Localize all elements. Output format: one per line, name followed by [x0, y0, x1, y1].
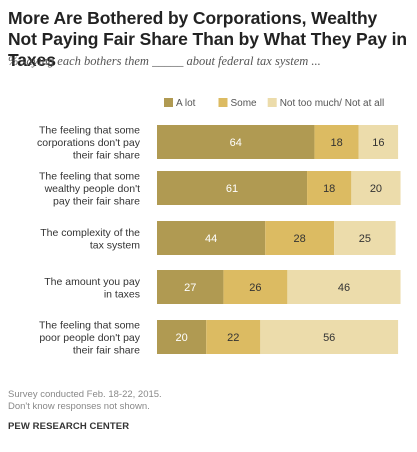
- data-label: 44: [205, 233, 217, 245]
- bar-segment: [351, 171, 401, 205]
- category-label: wealthy people don't: [44, 183, 140, 195]
- data-label: 18: [330, 137, 342, 149]
- bar-segment: [307, 171, 352, 205]
- data-label: 25: [359, 233, 371, 245]
- bar-segment: [334, 221, 396, 255]
- data-label: 61: [226, 183, 238, 195]
- data-label: 26: [249, 282, 261, 294]
- category-label: pay their fair share: [53, 196, 140, 208]
- category-label: in taxes: [104, 288, 140, 300]
- data-label: 20: [175, 332, 187, 344]
- category-label: their fair share: [73, 345, 140, 357]
- chart-title: More Are Bothered by Corporations, Wealt…: [8, 8, 407, 70]
- category-label: tax system: [90, 239, 140, 251]
- data-label: 16: [372, 137, 384, 149]
- legend-swatch: [164, 98, 173, 107]
- stacked-bar-chart: A lot Some Not too much/ Not at all The fee…: [37, 98, 401, 357]
- category-label: their fair share: [73, 150, 140, 162]
- data-label: 27: [184, 282, 196, 294]
- data-label: 20: [370, 183, 382, 195]
- bar-segment: [314, 125, 359, 159]
- legend-swatch: [267, 98, 277, 107]
- bar-segment: [265, 221, 335, 255]
- legend-swatch: [218, 98, 228, 107]
- data-label: 46: [338, 282, 350, 294]
- bar-segment: [157, 270, 224, 304]
- data-label: 56: [323, 332, 335, 344]
- data-label: 18: [323, 183, 335, 195]
- source-organization: PEW RESEARCH CENTER: [8, 421, 130, 432]
- bar-segment: [157, 320, 207, 354]
- bar-segment: [260, 320, 399, 354]
- category-label: The feeling that some: [39, 320, 140, 332]
- chart-subtitle: % saying each bothers them _____ about f…: [8, 54, 321, 68]
- bar-segment: [223, 270, 288, 304]
- bar-segment: [157, 221, 266, 255]
- category-label: The feeling that some: [39, 125, 140, 137]
- legend-label: A lot: [176, 98, 196, 109]
- category-label: The amount you pay: [44, 276, 140, 288]
- legend-label: Not too much/ Not at all: [280, 98, 385, 109]
- data-label: 64: [230, 137, 242, 149]
- bar-segment: [157, 171, 308, 205]
- survey-date-note: Survey conducted Feb. 18-22, 2015.: [8, 389, 162, 400]
- bar-segment: [287, 270, 401, 304]
- data-label: 28: [294, 233, 306, 245]
- dont-know-note: Don't know responses not shown.: [8, 401, 150, 412]
- category-label: poor people don't pay: [39, 332, 140, 344]
- category-label: corporations don't pay: [37, 137, 141, 149]
- bar-segment: [358, 125, 399, 159]
- bar-segment: [206, 320, 261, 354]
- data-label: 22: [227, 332, 239, 344]
- category-label: The complexity of the: [40, 227, 140, 239]
- legend-label: Some: [231, 98, 258, 109]
- category-label: The feeling that some: [39, 171, 140, 183]
- bar-segment: [157, 125, 315, 159]
